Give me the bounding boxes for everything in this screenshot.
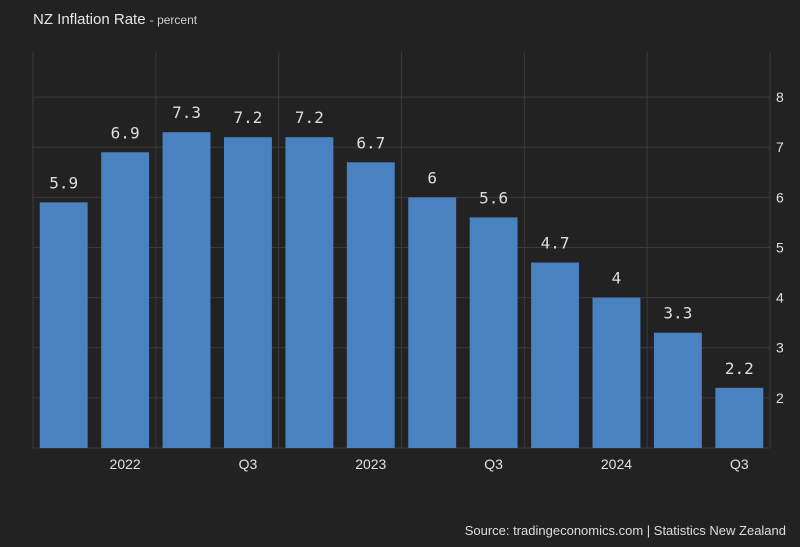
x-tick-label: Q3 xyxy=(730,456,749,472)
y-tick-label: 6 xyxy=(776,189,784,205)
data-label: 7.2 xyxy=(295,108,324,127)
bar xyxy=(531,262,579,448)
chart-subtitle: - percent xyxy=(149,13,198,27)
data-label: 6.7 xyxy=(356,133,385,152)
bar xyxy=(224,137,272,448)
chart-title: NZ Inflation Rate - percent xyxy=(33,11,197,28)
bar xyxy=(715,387,764,448)
y-tick-label: 8 xyxy=(776,89,784,105)
x-tick-label: 2024 xyxy=(601,456,632,472)
data-label: 3.3 xyxy=(663,304,692,323)
title-text: NZ Inflation Rate xyxy=(33,11,146,28)
data-label: 6 xyxy=(427,168,437,187)
bar xyxy=(408,197,457,448)
bar xyxy=(653,332,702,448)
bar xyxy=(39,202,88,448)
bar xyxy=(162,132,211,449)
source-credit: Source: tradingeconomics.com | Statistic… xyxy=(464,523,786,538)
x-tick-label: 2022 xyxy=(110,456,141,472)
x-tick-label: 2023 xyxy=(355,456,386,472)
data-label: 5.9 xyxy=(49,173,78,192)
y-tick-label: 7 xyxy=(776,139,784,155)
y-tick-label: 3 xyxy=(776,340,784,356)
data-label: 5.6 xyxy=(479,188,508,207)
data-label: 7.3 xyxy=(172,103,201,122)
data-label: 4.7 xyxy=(541,234,570,253)
data-label: 2.2 xyxy=(725,359,754,378)
data-label: 4 xyxy=(612,269,622,288)
data-label: 6.9 xyxy=(111,123,140,142)
bar xyxy=(346,162,395,448)
y-tick-label: 2 xyxy=(776,390,784,406)
bar xyxy=(592,297,641,448)
bar xyxy=(285,137,334,448)
x-tick-label: Q3 xyxy=(484,456,503,472)
bar xyxy=(101,152,150,448)
data-label: 7.2 xyxy=(234,108,263,127)
y-tick-label: 4 xyxy=(776,290,784,306)
y-tick-label: 5 xyxy=(776,239,784,255)
x-tick-label: Q3 xyxy=(239,456,258,472)
bar xyxy=(469,217,518,448)
